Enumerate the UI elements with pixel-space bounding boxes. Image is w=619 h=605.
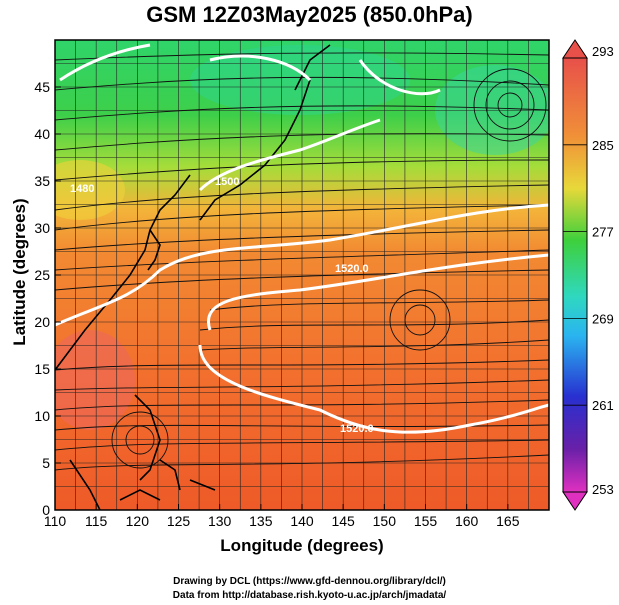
y-tick-label: 15 xyxy=(34,361,50,377)
contour-label: 1520.0 xyxy=(335,263,369,275)
y-tick-label: 30 xyxy=(34,220,50,236)
credit-data: Data from http://database.rish.kyoto-u.a… xyxy=(172,590,447,601)
x-tick-label: 160 xyxy=(455,513,479,529)
y-tick-label: 40 xyxy=(34,126,50,142)
contour-label: 1520.0 xyxy=(340,423,374,435)
y-tick-label: 25 xyxy=(34,267,50,283)
y-tick-label: 10 xyxy=(34,408,50,424)
x-tick-label: 165 xyxy=(496,513,520,529)
y-tick-labels: 0 5 10 15 20 25 30 35 40 45 xyxy=(34,79,61,518)
x-tick-label: 130 xyxy=(208,513,232,529)
x-axis-title: Longitude (degrees) xyxy=(220,536,384,555)
x-tick-label: 150 xyxy=(373,513,397,529)
x-tick-label: 120 xyxy=(126,513,150,529)
x-tick-label: 125 xyxy=(167,513,191,529)
y-tick-label: 0 xyxy=(42,502,50,518)
colorbar-label: 285 xyxy=(592,138,614,153)
y-tick-label: 45 xyxy=(34,79,50,95)
colorbar-label: 261 xyxy=(592,398,614,413)
plot-area: 1520.0 1520.0 1500 1480 xyxy=(55,40,549,510)
x-tick-label: 135 xyxy=(249,513,273,529)
colorbar-label: 277 xyxy=(592,225,614,240)
colorbar-top-arrow xyxy=(562,39,588,59)
x-tick-label: 115 xyxy=(85,513,108,529)
colorbar-label: 293 xyxy=(592,44,614,59)
x-tick-label: 110 xyxy=(44,513,67,529)
contour-label: 1500 xyxy=(215,176,239,188)
colorbar-label: 253 xyxy=(592,482,614,497)
x-tick-label: 155 xyxy=(414,513,438,529)
y-tick-label: 5 xyxy=(42,455,50,471)
y-tick-label: 35 xyxy=(34,173,50,189)
x-tick-labels: 110 115 120 125 130 135 140 145 150 155 160 165 xyxy=(44,504,520,529)
colorbar: 293 285 277 269 261 253 xyxy=(562,39,614,511)
y-tick-label: 20 xyxy=(34,314,50,330)
colorbar-labels: 293 285 277 269 261 253 xyxy=(563,44,614,497)
colorbar-bottom-arrow xyxy=(562,491,588,511)
height-contours xyxy=(55,43,549,434)
x-tick-label: 140 xyxy=(290,513,314,529)
colorbar-label: 269 xyxy=(592,311,614,326)
contour-label: 1480 xyxy=(70,183,94,195)
coastlines xyxy=(55,44,331,510)
chart-title: GSM 12Z03May2025 (850.0hPa) xyxy=(146,2,473,27)
colorbar-scale xyxy=(562,57,588,493)
contour-labels: 1520.0 1520.0 1500 1480 xyxy=(70,176,374,435)
credit-drawing: Drawing by DCL (https://www.gfd-dennou.o… xyxy=(173,576,446,587)
wind-streamlines xyxy=(55,52,549,471)
y-axis-title: Latitude (degrees) xyxy=(10,198,29,346)
x-tick-label: 145 xyxy=(331,513,355,529)
